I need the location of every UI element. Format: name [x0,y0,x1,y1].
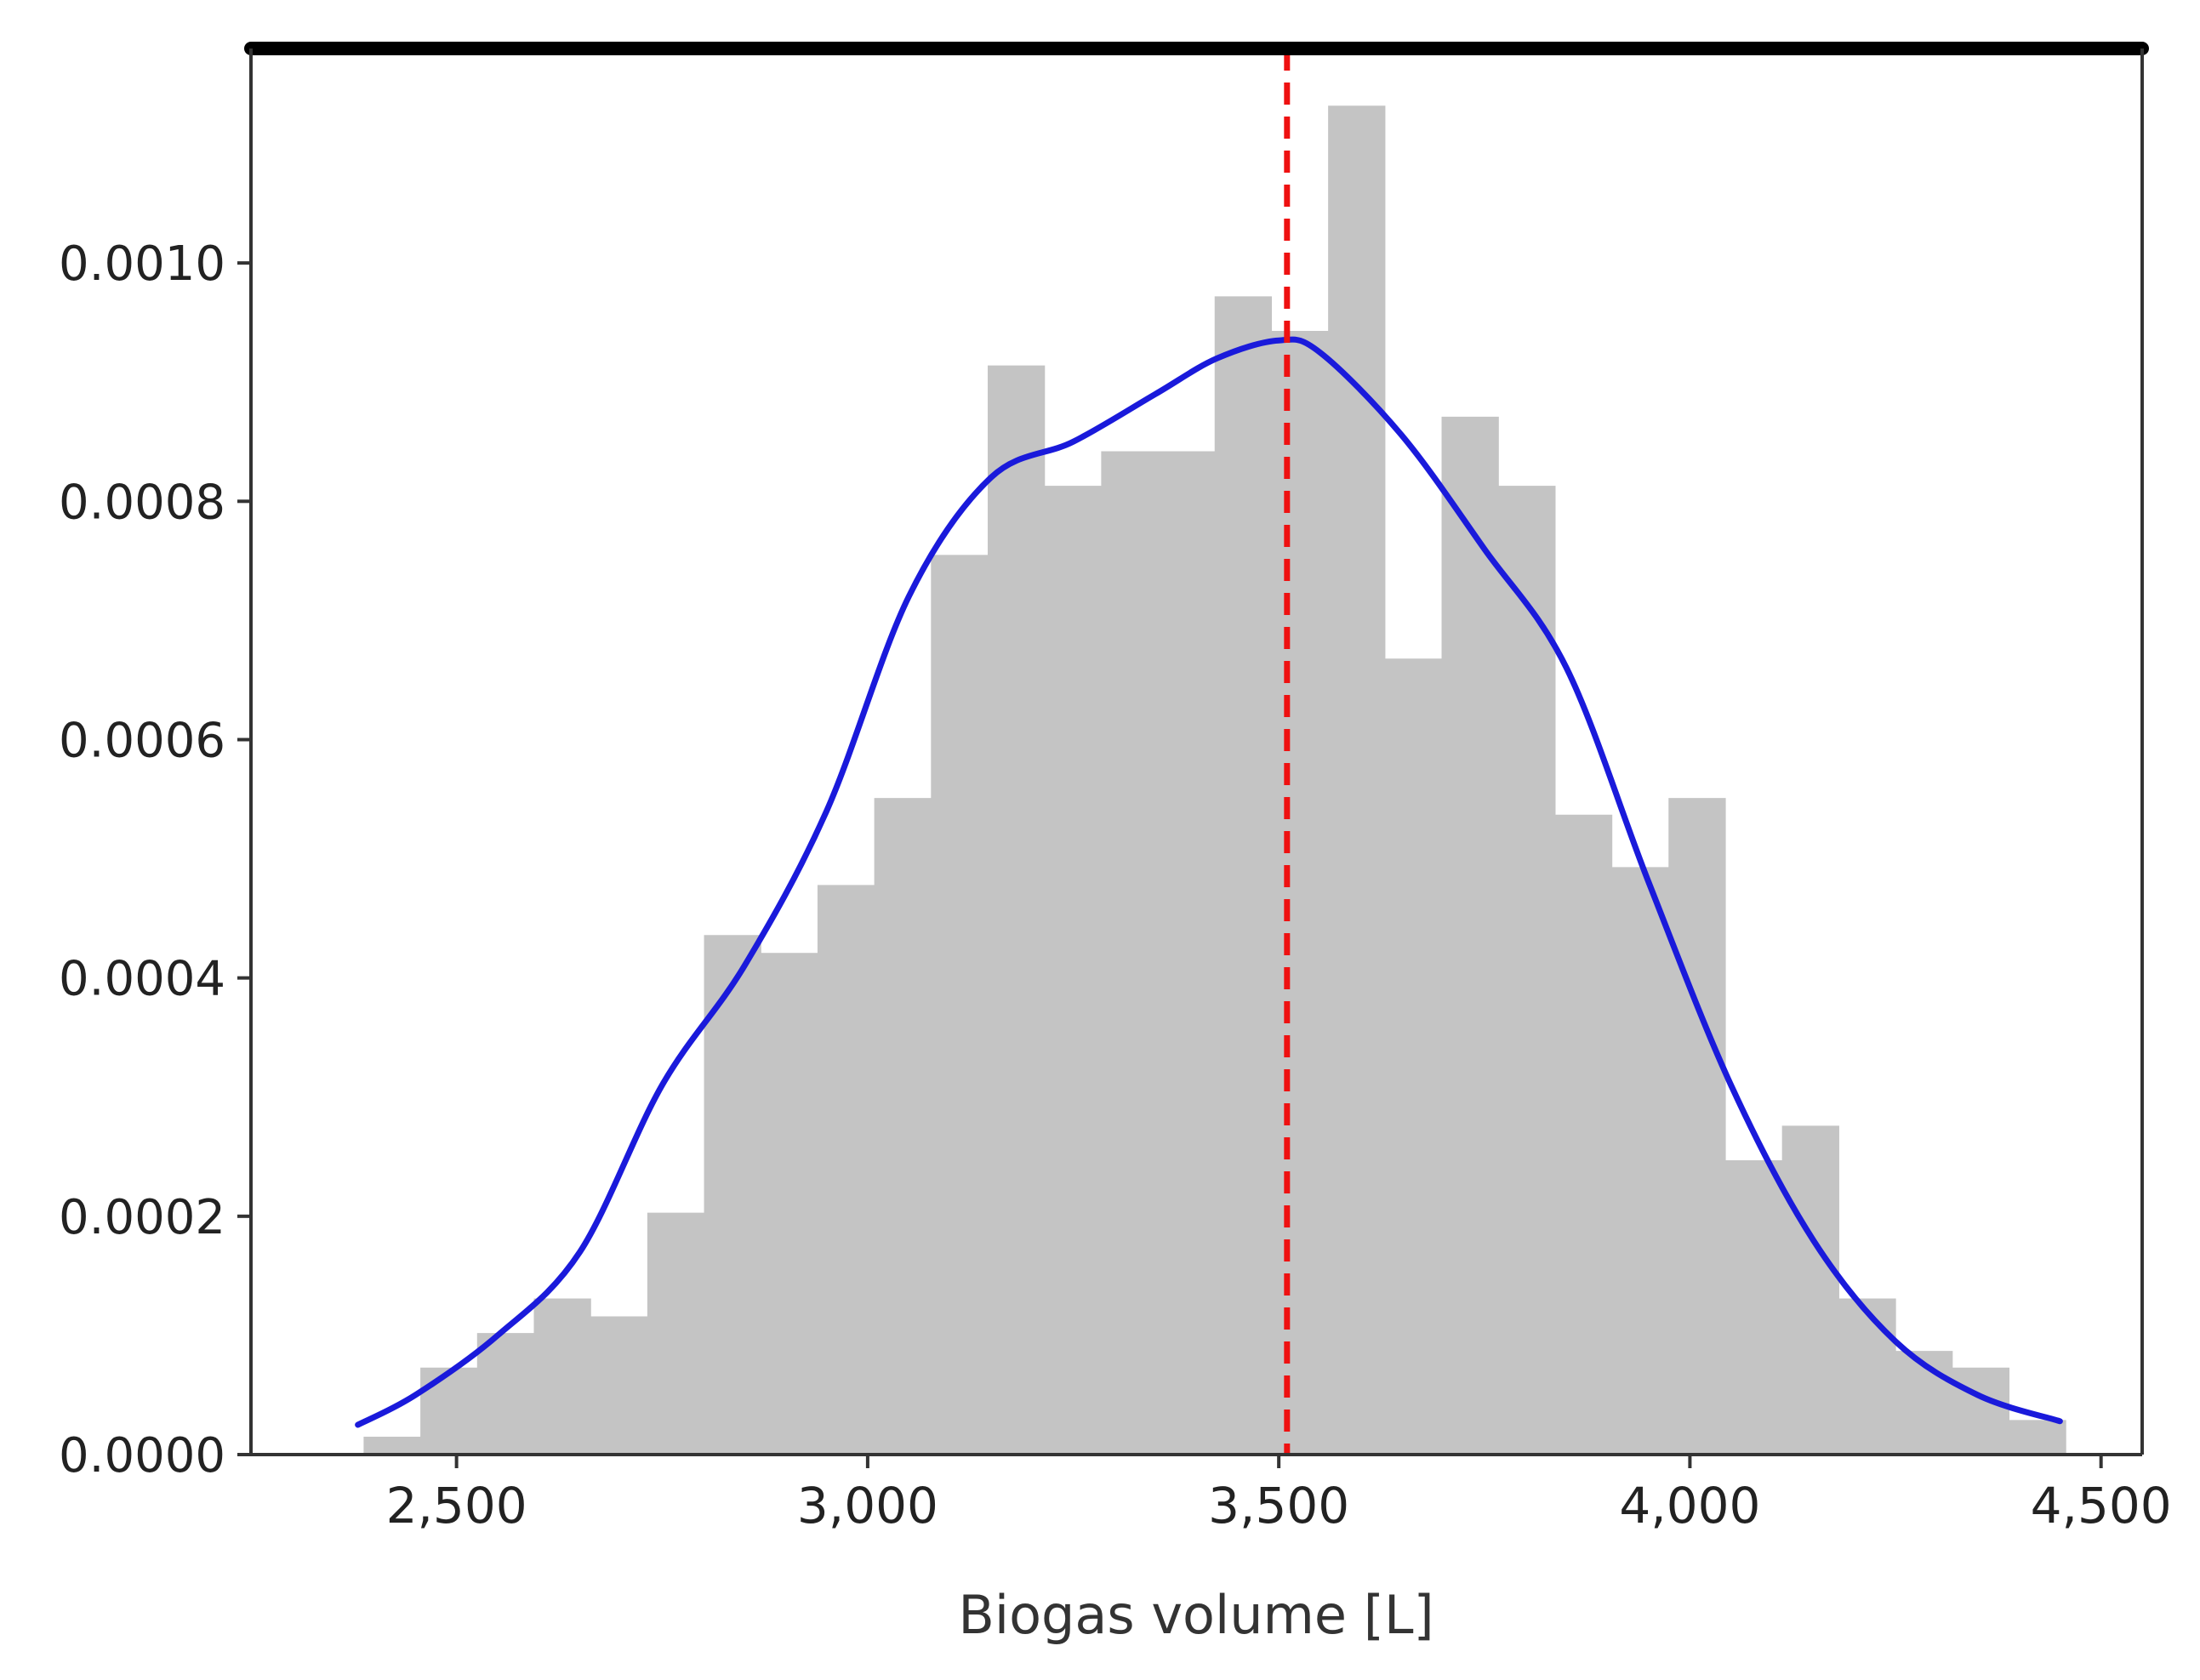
histogram-bars [363,105,2066,1455]
x-tick-label: 2,500 [386,1477,527,1535]
x-tick-label: 4,500 [2031,1477,2172,1535]
histogram-bar [420,1367,478,1455]
y-tick-label: 0.0008 [59,475,225,530]
x-axis-ticks: 2,500 3,000 3,500 4,000 4,500 [386,1455,2172,1535]
histogram-bar [1044,486,1102,1455]
histogram-bar [1952,1367,2010,1455]
y-tick-label: 0.0000 [59,1428,225,1484]
histogram-bar [931,555,989,1455]
histogram-bar [2009,1420,2066,1455]
y-tick-label: 0.0010 [59,236,225,292]
histogram-bar [817,885,875,1455]
y-tick-label: 0.0002 [59,1190,225,1245]
histogram-bar [988,365,1046,1455]
histogram-bar [1498,486,1556,1455]
histogram-bar [1384,658,1443,1455]
y-axis-ticks: 0.0000 0.0002 0.0004 0.0006 0.0008 0.0010 [59,236,251,1484]
axes [244,42,2149,1456]
histogram-bar [1724,1159,1783,1455]
histogram-bar [590,1316,648,1455]
x-tick-label: 4,000 [1619,1477,1760,1535]
histogram-bar [1781,1125,1839,1455]
histogram-bar [1328,105,1386,1455]
histogram-bar [1214,296,1273,1455]
x-tick-label: 3,500 [1208,1477,1349,1535]
x-tick-label: 3,000 [797,1477,938,1535]
histogram-bar [1668,798,1726,1455]
histogram-bar [476,1333,535,1455]
histogram-bar [647,1212,705,1455]
density-curve [355,336,2063,1428]
histogram-bar [874,798,932,1455]
histogram-bar [363,1436,421,1455]
y-tick-label: 0.0006 [59,713,225,768]
histogram-bar [1271,331,1329,1455]
y-tick-label: 0.0004 [59,952,225,1007]
x-axis-title: Biogas volume [L] [958,1584,1433,1646]
histogram-bar [1101,451,1159,1455]
histogram-bar [533,1298,591,1455]
histogram-bar [1554,814,1613,1455]
histogram-bar [761,953,818,1455]
histogram-bar [1611,867,1669,1455]
histogram-bar [704,935,761,1455]
histogram-bar [1838,1298,1896,1455]
histogram-bar [1158,451,1216,1455]
histogram-bar [1441,416,1499,1455]
density-curve-layer [355,336,2063,1428]
